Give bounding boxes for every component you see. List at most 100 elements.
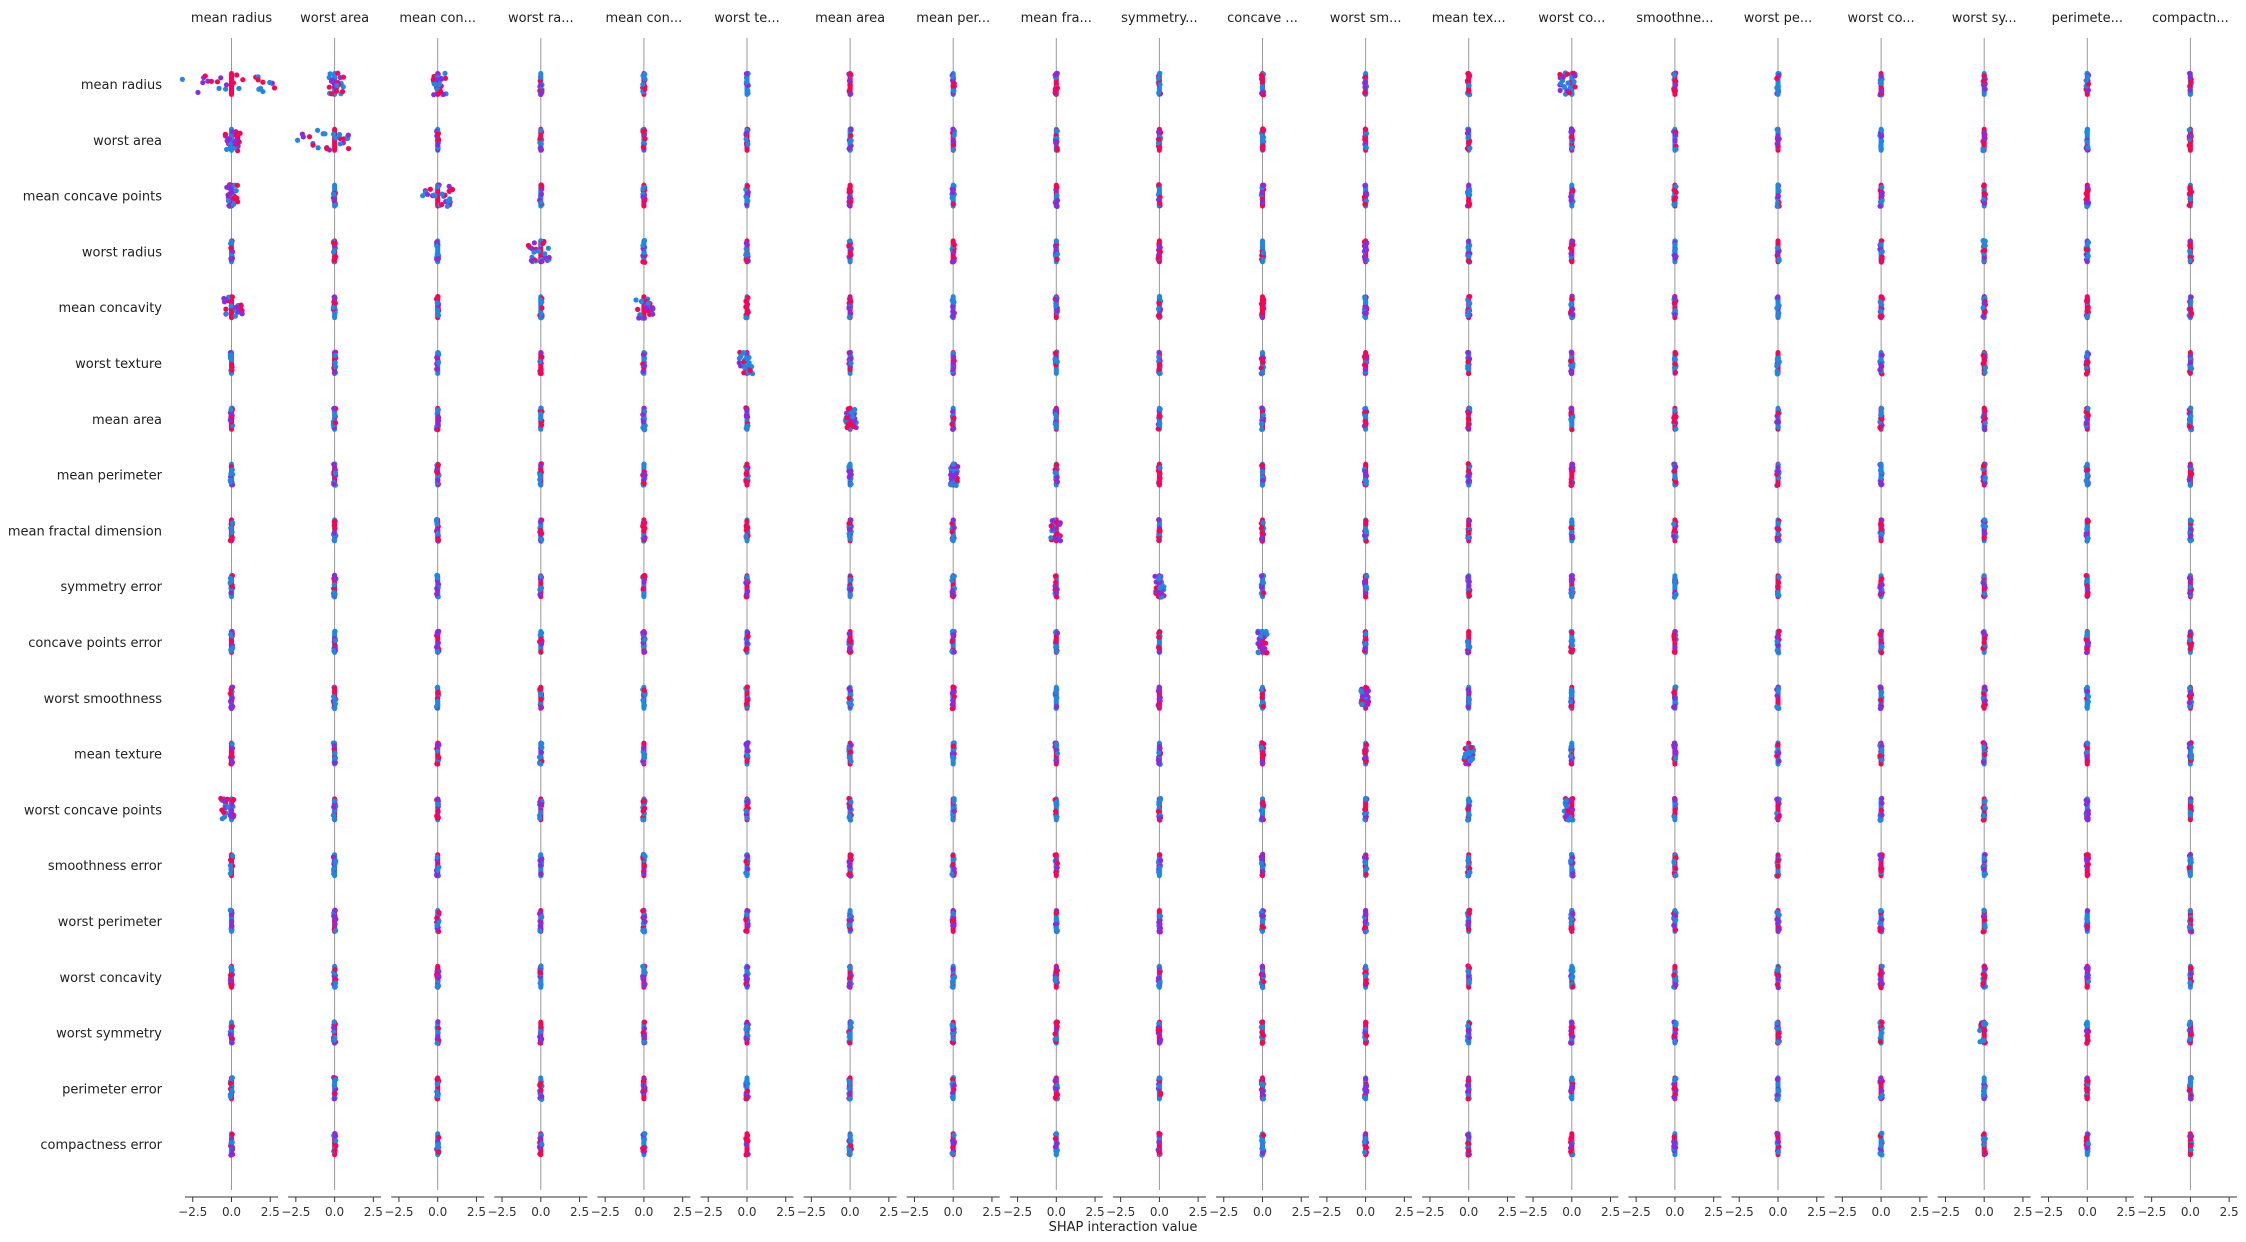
point (232, 195, 237, 200)
point (1362, 579, 1367, 584)
point (1671, 521, 1676, 526)
point (1775, 1088, 1780, 1093)
point (1053, 1077, 1058, 1082)
point (1157, 82, 1162, 87)
point (1260, 800, 1265, 805)
point (538, 75, 543, 80)
point (848, 965, 853, 970)
point (1053, 922, 1058, 927)
point (1261, 972, 1266, 977)
point (1878, 818, 1883, 823)
point (745, 816, 750, 821)
point (1360, 694, 1365, 699)
point (223, 307, 228, 312)
point (229, 648, 234, 653)
point (1569, 925, 1574, 930)
point (847, 87, 852, 92)
point (440, 191, 445, 196)
point (744, 463, 749, 468)
point (1054, 1152, 1059, 1157)
column-title: mean radius (191, 11, 272, 26)
point (221, 798, 226, 803)
point (745, 684, 750, 689)
point (1570, 1025, 1575, 1030)
point (538, 463, 543, 468)
point (436, 802, 441, 807)
point (1463, 751, 1468, 756)
point (1157, 314, 1162, 319)
point (1671, 690, 1676, 695)
point (1156, 870, 1161, 875)
column-title: mean area (815, 11, 885, 26)
point (649, 307, 654, 312)
point (333, 1143, 338, 1148)
point (746, 310, 751, 315)
point (1157, 1084, 1162, 1089)
point (432, 81, 437, 86)
point (1261, 704, 1266, 709)
row-label: worst texture (75, 357, 162, 372)
point (1261, 590, 1266, 595)
point (849, 917, 854, 922)
point (1774, 910, 1779, 915)
column-title: symmetry... (1121, 11, 1197, 26)
point (225, 138, 230, 143)
point (1775, 182, 1780, 187)
point (640, 1146, 645, 1151)
point (1260, 305, 1265, 310)
point (1569, 427, 1574, 432)
point (954, 471, 959, 476)
point (539, 741, 544, 746)
column-title: concave ... (1227, 11, 1298, 26)
point (737, 356, 742, 361)
point (642, 427, 647, 432)
point (230, 741, 235, 746)
point (1673, 351, 1678, 356)
point (1260, 751, 1265, 756)
point (642, 1034, 647, 1039)
x-tick-label: −2.5 (900, 1205, 929, 1219)
point (1558, 88, 1563, 93)
point (307, 134, 312, 139)
point (1466, 473, 1471, 478)
point (1776, 1150, 1781, 1155)
point (425, 192, 430, 197)
point (255, 77, 260, 82)
point (640, 698, 645, 703)
point (1259, 1081, 1264, 1086)
point (1467, 978, 1472, 983)
point (848, 250, 853, 255)
point (230, 1140, 235, 1145)
point (1259, 405, 1264, 410)
point (1260, 1140, 1265, 1145)
point (331, 1096, 336, 1101)
point (327, 85, 332, 90)
point (333, 638, 338, 643)
point (229, 303, 234, 308)
point (1259, 427, 1264, 432)
point (747, 360, 752, 365)
point (847, 1096, 852, 1101)
point (1055, 128, 1060, 133)
column-title: worst sy... (1952, 11, 2017, 26)
point (447, 196, 452, 201)
point (1259, 861, 1264, 866)
point (1776, 411, 1781, 416)
x-tick-label: −2.5 (1725, 1205, 1754, 1219)
point (1568, 649, 1573, 654)
point (1776, 313, 1781, 318)
point (1570, 912, 1575, 917)
point (1672, 580, 1677, 585)
point (1878, 309, 1883, 314)
point (295, 138, 300, 143)
point (1466, 83, 1471, 88)
point (1363, 631, 1368, 636)
point (1261, 1033, 1266, 1038)
point (1571, 79, 1576, 84)
point (1570, 1084, 1575, 1089)
point (258, 86, 263, 91)
point (227, 186, 232, 191)
point (744, 1024, 749, 1029)
point (332, 369, 337, 374)
